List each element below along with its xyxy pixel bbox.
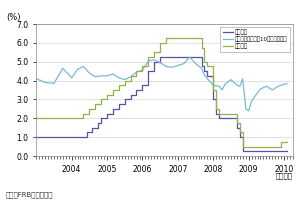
長期金利（米国傱10年物利回り） [70, 77, 73, 79]
長期金利（米国傱10年物利回り） [123, 78, 127, 81]
長期金利（米国傱10年物利回り） [188, 56, 191, 58]
長期金利（米国傱10年物利回り） [259, 88, 262, 90]
公定歩合 [129, 75, 133, 77]
公定歩合 [70, 117, 73, 119]
長期金利（米国傱10年物利回り） [141, 69, 144, 71]
公定歩合 [34, 117, 38, 119]
Line: 長期金利（米国傱10年物利回り）: 長期金利（米国傱10年物利回り） [36, 57, 287, 111]
長期金利（米国傱10年物利回り） [229, 78, 233, 81]
Text: （年月）: （年月） [276, 172, 293, 179]
長期金利（米国傱10年物利回り） [203, 74, 206, 76]
長期金利（米国傱10年物利回り） [211, 84, 215, 86]
長期金利（米国傱10年物利回り） [147, 60, 150, 62]
長期金利（米国傱10年物利回り） [61, 67, 65, 70]
長期金利（米国傱10年物利回り） [176, 64, 180, 67]
長期金利（米国傱10年物利回り） [217, 85, 221, 87]
政策金利 [211, 98, 215, 101]
長期金利（米国傱10年物利回り） [105, 75, 109, 77]
政策金利 [34, 136, 38, 138]
公定歩合 [217, 108, 221, 110]
長期金利（米国傱10年物利回り） [285, 82, 289, 85]
長期金利（米国傱10年物利回り） [170, 66, 174, 69]
Legend: 政策金利, 長期金利（米国傱10年物利回り）, 公定歩合: 政策金利, 長期金利（米国傱10年物利回り）, 公定歩合 [220, 27, 290, 52]
長期金利（米国傱10年物利回り） [164, 65, 168, 68]
長期金利（米国傱10年物利回り） [205, 77, 209, 80]
長期金利（米国傱10年物利回り） [182, 62, 186, 65]
長期金利（米国傱10年物利回り） [43, 81, 47, 84]
長期金利（米国傱10年物利回り） [238, 85, 242, 87]
長期金利（米国傱10年物利回り） [94, 76, 97, 78]
長期金利（米国傱10年物利回り） [250, 100, 253, 103]
公定歩合 [205, 61, 209, 63]
政策金利 [117, 103, 120, 105]
長期金利（米国傱10年物利回り） [194, 62, 198, 65]
政策金利 [241, 150, 245, 152]
長期金利（米国傱10年物利回り） [152, 59, 156, 61]
長期金利（米国傱10年物利回り） [76, 68, 79, 70]
公定歩合 [285, 141, 289, 143]
長期金利（米国傱10年物利回り） [52, 82, 56, 85]
長期金利（米国傱10年物利回り） [82, 65, 85, 68]
長期金利（米国傱10年物利回り） [271, 89, 274, 91]
長期金利（米国傱10年物利回り） [223, 83, 227, 86]
長期金利（米国傱10年物利回り） [265, 85, 268, 87]
Text: 資料：FRBから作成。: 資料：FRBから作成。 [6, 191, 53, 198]
政策金利 [158, 56, 162, 58]
Text: (%): (%) [6, 13, 21, 22]
政策金利 [105, 112, 109, 115]
長期金利（米国傱10年物利回り） [282, 83, 286, 86]
政策金利 [285, 150, 289, 152]
長期金利（米国傱10年物利回り） [235, 84, 239, 86]
長期金利（米国傱10年物利回り） [276, 85, 280, 87]
長期金利（米国傱10年物利回り） [247, 110, 250, 112]
長期金利（米国傱10年物利回り） [34, 77, 38, 80]
長期金利（米国傱10年物利回り） [220, 89, 224, 91]
政策金利 [205, 70, 209, 72]
公定歩合 [241, 145, 245, 148]
長期金利（米国傱10年物利回り） [158, 61, 162, 64]
長期金利（米国傱10年物利回り） [135, 71, 138, 73]
長期金利（米国傱10年物利回り） [200, 67, 204, 70]
長期金利（米国傱10年物利回り） [117, 77, 120, 79]
長期金利（米国傱10年物利回り） [253, 95, 256, 98]
長期金利（米国傱10年物利回り） [111, 73, 115, 75]
政策金利 [241, 136, 245, 138]
Line: 公定歩合: 公定歩合 [36, 38, 287, 147]
公定歩合 [164, 37, 168, 39]
長期金利（米国傱10年物利回り） [244, 108, 248, 110]
長期金利（米国傱10年物利回り） [88, 72, 91, 74]
公定歩合 [203, 46, 206, 49]
長期金利（米国傱10年物利回り） [241, 77, 245, 80]
Line: 政策金利: 政策金利 [36, 57, 287, 151]
公定歩合 [164, 42, 168, 44]
政策金利 [123, 103, 127, 105]
長期金利（米国傱10年物利回り） [129, 76, 133, 78]
長期金利（米国傱10年物利回り） [99, 75, 103, 77]
